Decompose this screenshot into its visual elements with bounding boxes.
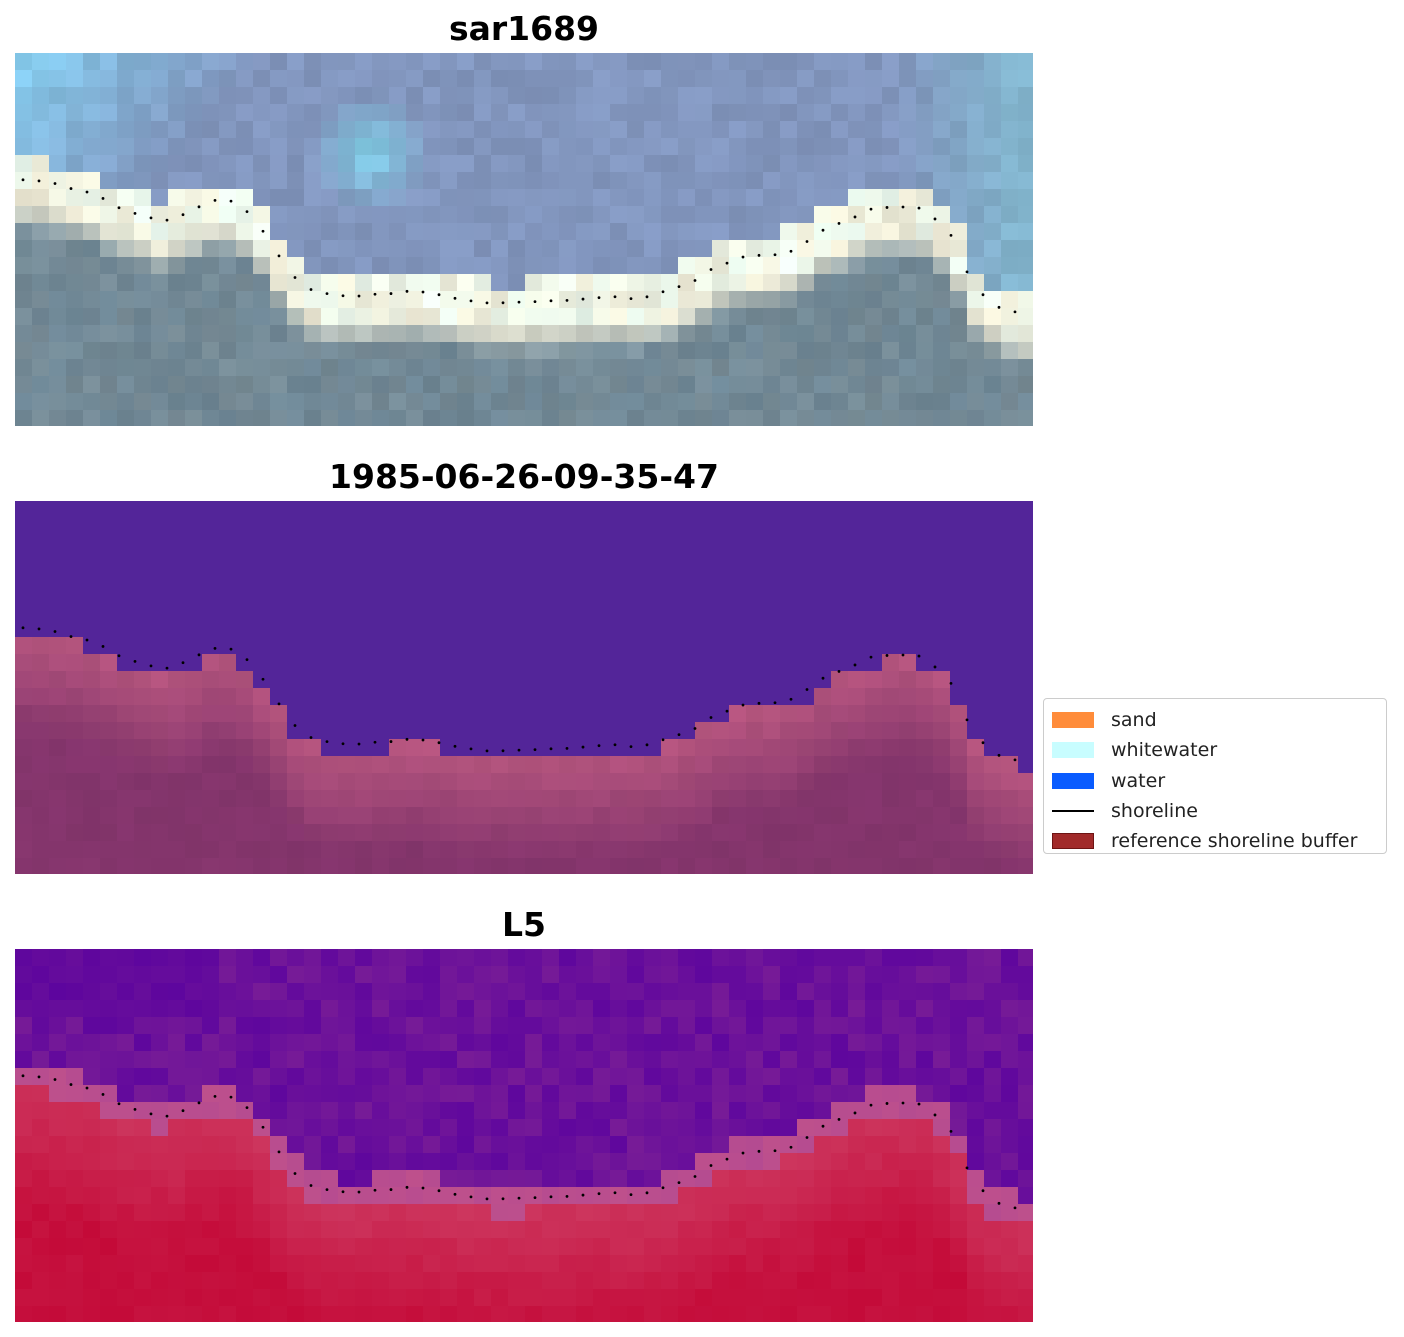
index-image [15, 949, 1033, 1322]
legend-item-shoreline: shoreline [1052, 796, 1378, 826]
legend-label-reference-buffer: reference shoreline buffer [1111, 830, 1358, 853]
legend-item-water: water [1052, 766, 1378, 796]
legend-swatch-reference-buffer [1052, 833, 1094, 850]
rgb-image-panel [15, 53, 1033, 426]
classified-image [15, 501, 1033, 874]
legend-item-reference-buffer: reference shoreline buffer [1052, 826, 1378, 856]
panel-title-rgb: sar1689 [448, 9, 600, 48]
legend-line-shoreline [1052, 809, 1094, 813]
legend-swatch-whitewater [1052, 742, 1094, 759]
legend-item-whitewater: whitewater [1052, 735, 1378, 765]
classified-shoreline-points [21, 626, 1017, 762]
legend: sand whitewater water shoreline referenc… [1043, 698, 1387, 854]
legend-label-water: water [1111, 769, 1166, 792]
classified-image-panel [15, 501, 1033, 874]
rgb-shoreline-points [21, 178, 1017, 314]
legend-label-sand: sand [1111, 709, 1157, 732]
legend-swatch-water [1052, 772, 1094, 789]
index-image-panel [15, 949, 1033, 1322]
legend-item-sand: sand [1052, 705, 1378, 735]
legend-swatch-sand [1052, 712, 1094, 729]
panel-title-classified: 1985-06-26-09-35-47 [329, 457, 719, 496]
legend-label-shoreline: shoreline [1111, 800, 1198, 823]
rgb-satellite-image [15, 53, 1033, 426]
legend-label-whitewater: whitewater [1111, 739, 1218, 762]
panel-title-index: L5 [502, 905, 546, 944]
index-shoreline-points [21, 1074, 1017, 1210]
